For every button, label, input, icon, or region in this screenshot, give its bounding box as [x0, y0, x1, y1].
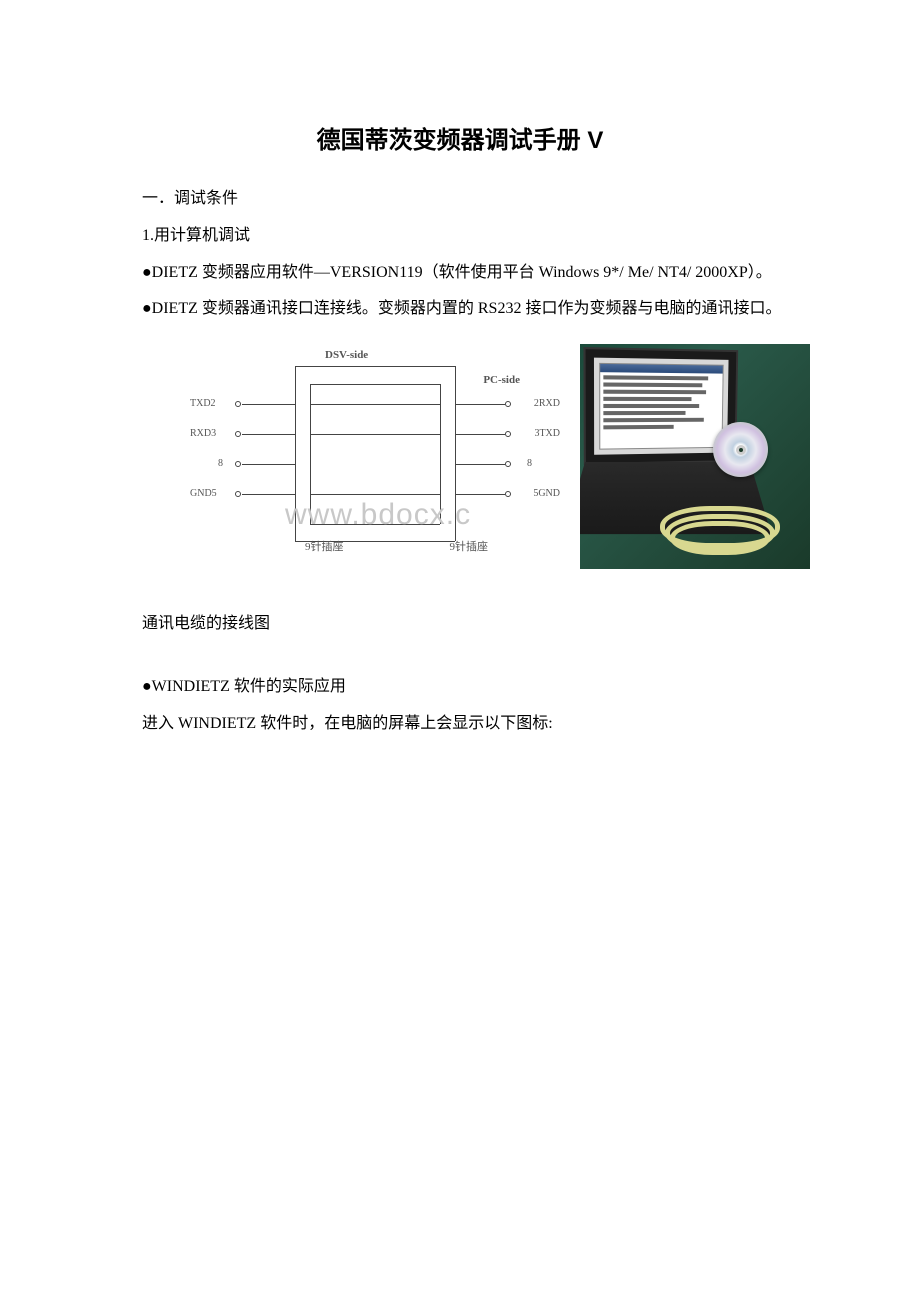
watermark: www.bdocx.c [285, 498, 471, 532]
cd-disc [713, 422, 768, 477]
wire-2-m [310, 434, 440, 435]
wire-1-m [310, 404, 440, 405]
pin-circle [505, 461, 511, 467]
wiring-label-pc: PC-side [483, 374, 520, 386]
pin-circle [505, 431, 511, 437]
terminal-8l: 8 [218, 458, 223, 469]
wire-2-l [242, 434, 295, 435]
figure-row: DSV-side PC-side TXD2 2RXD RXD3 [110, 344, 810, 569]
wiring-inner-l [310, 384, 311, 524]
wire-3-l [242, 464, 295, 465]
caption-row: 通讯电缆的接线图 [110, 609, 810, 633]
wiring-inner-b [310, 524, 440, 525]
terminal-5gnd: 5GND [533, 488, 560, 499]
wire-4-l [242, 494, 295, 495]
connector-label-left: 9针插座 [305, 538, 344, 554]
wiring-label-dsv: DSV-side [325, 349, 368, 361]
laptop-window [599, 363, 724, 450]
pin-circle [235, 401, 241, 407]
section-heading-1: 一．调试条件 [110, 185, 810, 214]
wiring-outer-box-l [295, 366, 296, 541]
wire-1-r [455, 404, 505, 405]
wire-4-r [455, 494, 505, 495]
wire-3-r [455, 464, 505, 465]
document-title: 德国蒂茨变频器调试手册 V [110, 120, 810, 155]
subsection-1-1: 1.用计算机调试 [110, 222, 810, 251]
laptop-photo [580, 344, 810, 569]
terminal-txd2: TXD2 [190, 398, 216, 409]
wiring-outer-box [295, 366, 455, 367]
pin-circle [505, 401, 511, 407]
wire-2-r [455, 434, 505, 435]
wire-1-l [242, 404, 295, 405]
laptop-content [600, 372, 722, 435]
laptop-screen-inner [594, 358, 729, 455]
connector-label-right: 9针插座 [450, 538, 489, 554]
bullet-windietz: ●WINDIETZ 软件的实际应用 [110, 673, 810, 702]
terminal-3txd: 3TXD [534, 428, 560, 439]
terminal-rxd3: RXD3 [190, 428, 216, 439]
terminal-gnd5: GND5 [190, 488, 217, 499]
wiring-outer-box-r [455, 366, 456, 541]
wiring-caption: 通讯电缆的接线图 [110, 609, 810, 633]
wire-4-m [310, 494, 440, 495]
terminal-2rxd: 2RXD [534, 398, 560, 409]
pin-circle [235, 431, 241, 437]
terminal-8r: 8 [527, 458, 532, 469]
line-after-bullet3: 进入 WINDIETZ 软件时，在电脑的屏幕上会显示以下图标: [110, 710, 810, 739]
bullet-software: ●DIETZ 变频器应用软件—VERSION119（软件使用平台 Windows… [110, 259, 810, 288]
cable-coil [655, 506, 785, 561]
pin-circle [235, 461, 241, 467]
pin-circle [235, 491, 241, 497]
wiring-diagram: DSV-side PC-side TXD2 2RXD RXD3 [190, 344, 560, 564]
bullet-cable: ●DIETZ 变频器通讯接口连接线。变频器内置的 RS232 接口作为变频器与电… [110, 295, 810, 324]
wiring-inner-t [310, 384, 440, 385]
pin-circle [505, 491, 511, 497]
cd-hole [736, 445, 746, 455]
wiring-inner-r [440, 384, 441, 524]
